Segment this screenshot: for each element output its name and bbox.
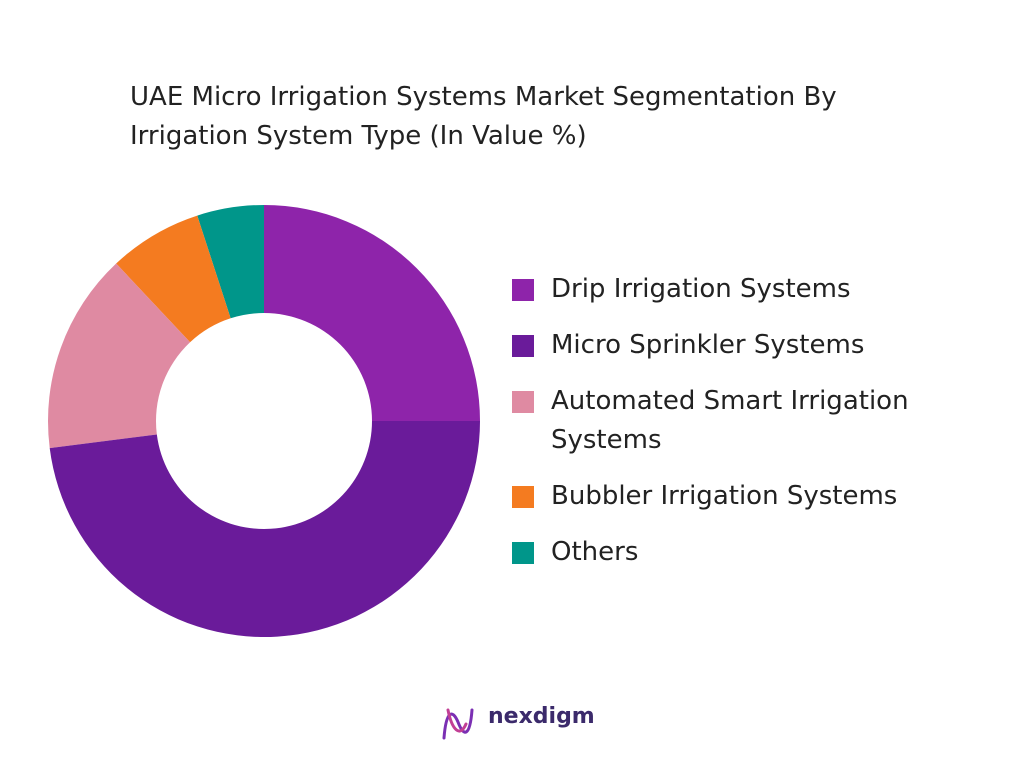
chart-title: UAE Micro Irrigation Systems Market Segm… [130, 82, 837, 151]
legend-swatch [512, 542, 534, 564]
donut-slice [49, 421, 481, 638]
legend-label: Bubbler Irrigation Systems [551, 481, 898, 511]
legend-item: Drip Irrigation Systems [512, 270, 992, 309]
legend-item: Others [512, 533, 992, 572]
legend-label: Micro Sprinkler Systems [551, 330, 865, 360]
legend-swatch [512, 335, 534, 357]
legend: Drip Irrigation Systems Micro Sprinkler S… [512, 270, 992, 589]
donut-slice [197, 205, 264, 319]
donut-slice [48, 263, 191, 449]
donut [48, 205, 481, 638]
legend-item: Automated Smart Irrigation Systems [512, 382, 992, 460]
legend-item: Micro Sprinkler Systems [512, 326, 992, 365]
legend-label: Drip Irrigation Systems [551, 274, 851, 304]
legend-swatch [512, 486, 534, 508]
legend-item: Bubbler Irrigation Systems [512, 477, 992, 516]
brand-logo: nexdigm [488, 704, 595, 729]
donut-slice [264, 205, 480, 421]
legend-swatch [512, 279, 534, 301]
legend-swatch [512, 391, 534, 413]
donut-slice [116, 215, 231, 343]
legend-label: Automated Smart Irrigation Systems [551, 386, 909, 455]
legend-label: Others [551, 537, 639, 567]
logo-icon [442, 708, 474, 740]
